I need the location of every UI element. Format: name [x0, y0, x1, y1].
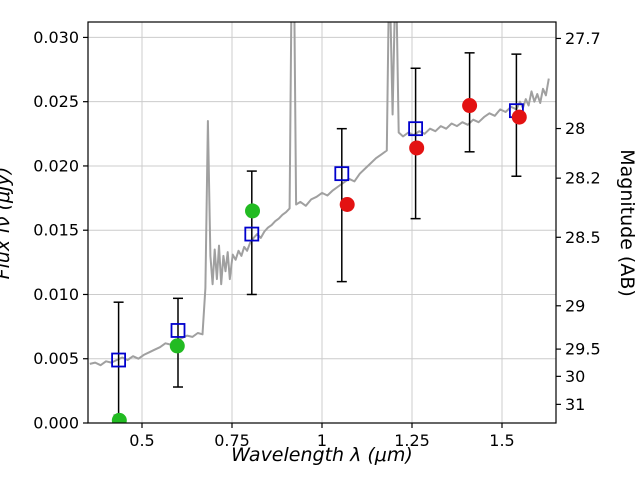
svg-text:0.030: 0.030	[33, 28, 79, 47]
svg-text:0.025: 0.025	[33, 92, 79, 111]
svg-text:0.015: 0.015	[33, 221, 79, 240]
svg-text:0.020: 0.020	[33, 156, 79, 175]
svg-text:0.75: 0.75	[214, 431, 250, 450]
svg-text:1.5: 1.5	[489, 431, 514, 450]
svg-text:0.5: 0.5	[129, 431, 154, 450]
svg-text:28.2: 28.2	[565, 169, 601, 188]
svg-text:1: 1	[317, 431, 327, 450]
svg-text:30: 30	[565, 367, 585, 386]
y-axis-label-magnitude: Magnitude (AB)	[616, 149, 638, 297]
y-axis-label-flux: Flux fν (μJy)	[0, 166, 14, 280]
svg-text:29: 29	[565, 296, 585, 315]
svg-text:0.000: 0.000	[33, 414, 79, 433]
svg-text:0.005: 0.005	[33, 349, 79, 368]
svg-text:28: 28	[565, 119, 585, 138]
svg-text:31: 31	[565, 395, 585, 414]
x-axis-label: Wavelength λ (μm)	[231, 444, 413, 466]
svg-text:0.010: 0.010	[33, 285, 79, 304]
svg-text:28.5: 28.5	[565, 228, 601, 247]
svg-text:29.5: 29.5	[565, 340, 601, 359]
svg-text:27.7: 27.7	[565, 29, 601, 48]
svg-text:1.25: 1.25	[394, 431, 430, 450]
